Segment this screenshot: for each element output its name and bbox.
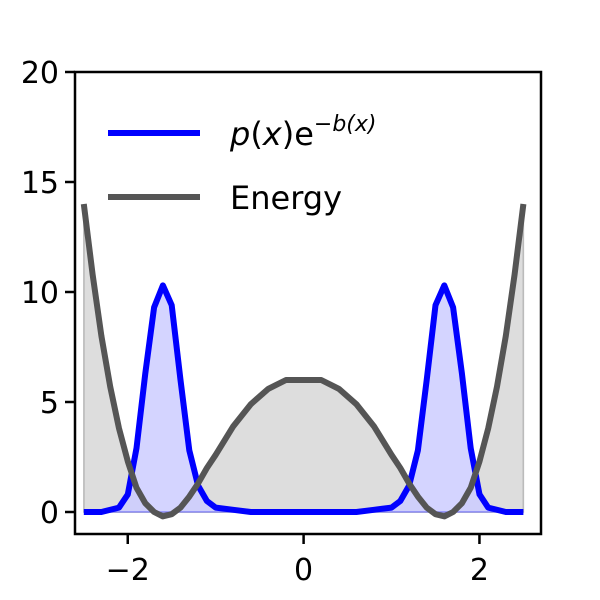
legend-label-energy: Energy bbox=[230, 179, 342, 217]
x-tick-label: −2 bbox=[106, 553, 150, 588]
x-tick-label: 0 bbox=[294, 553, 313, 588]
legend-label-density: p(x)e−b(x) bbox=[229, 112, 377, 153]
x-axis-ticks: −2 0 2 bbox=[106, 534, 489, 588]
series-lines bbox=[80, 203, 527, 520]
axes-frame bbox=[73, 70, 543, 536]
legend: p(x)e−b(x) Energy bbox=[108, 112, 377, 217]
y-axis-ticks: 0 5 10 15 20 bbox=[21, 56, 75, 531]
y-tick-label: 5 bbox=[40, 386, 59, 421]
y-tick-label: 10 bbox=[21, 276, 59, 311]
series-line-density bbox=[83, 282, 524, 515]
y-tick-label: 0 bbox=[40, 496, 59, 531]
y-tick-label: 20 bbox=[21, 56, 59, 91]
x-tick-label: 2 bbox=[470, 553, 489, 588]
series-line-energy bbox=[80, 203, 527, 520]
y-tick-label: 15 bbox=[21, 166, 59, 201]
